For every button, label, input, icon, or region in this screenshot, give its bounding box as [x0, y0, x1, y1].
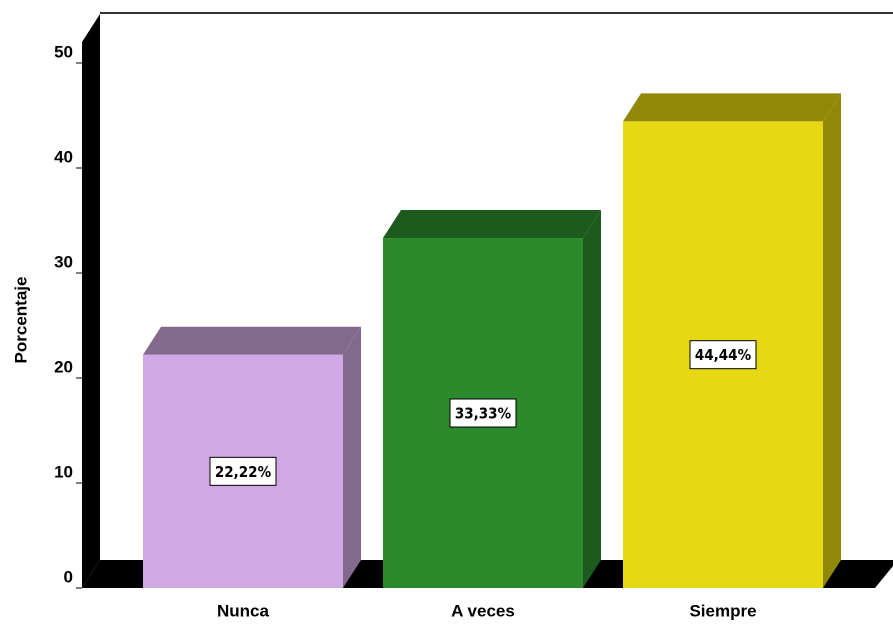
- left-wall: [82, 14, 100, 588]
- x-tick-label: Siempre: [689, 601, 756, 620]
- bar-top: [383, 210, 601, 239]
- y-tick-label: 40: [54, 147, 73, 166]
- value-label-box: [689, 340, 757, 370]
- bar-side: [583, 210, 601, 588]
- y-tick-label: 30: [54, 252, 73, 271]
- bar-side: [823, 93, 841, 588]
- value-label: 22,22%: [215, 463, 272, 481]
- value-label-box: [209, 456, 277, 486]
- bar-top: [143, 326, 361, 355]
- y-axis-label: Porcentaje: [11, 277, 30, 364]
- y-tick-label: 20: [54, 357, 73, 376]
- y-tick-label: 10: [54, 462, 73, 481]
- x-tick-label: A veces: [451, 601, 515, 620]
- bar-top: [623, 93, 841, 122]
- value-label-box: [449, 398, 517, 428]
- bar-side: [343, 326, 361, 588]
- y-tick-label: 50: [54, 42, 73, 61]
- value-label: 33,33%: [455, 405, 512, 423]
- x-tick-label: Nunca: [217, 601, 270, 620]
- value-label: 44,44%: [695, 346, 752, 364]
- y-tick-label: 0: [64, 567, 73, 586]
